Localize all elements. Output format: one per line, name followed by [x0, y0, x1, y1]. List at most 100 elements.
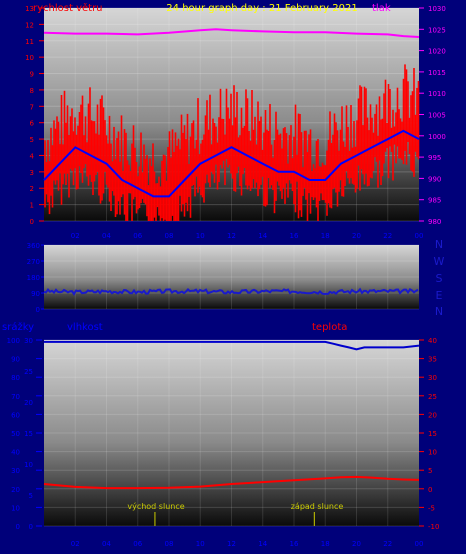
temperature-y-tick: 30 [428, 374, 437, 382]
direction-label-n1: N [435, 238, 443, 251]
wind-x-tick: 16 [290, 232, 299, 240]
wind-y-tick: 4 [30, 152, 35, 160]
humidity-x-tick: 16 [290, 540, 299, 548]
humidity-y-tick: 40 [11, 449, 20, 457]
wind-x-tick: 02 [71, 232, 80, 240]
wind-x-tick: 10 [196, 232, 205, 240]
rain-y-tick: 20 [24, 399, 33, 407]
temperature-y-tick: -5 [428, 504, 435, 512]
humidity-x-tick: 18 [321, 540, 330, 548]
wind-x-tick: 06 [133, 232, 142, 240]
rain-axis-title: srážky [2, 321, 34, 333]
temperature-axis-title: teplota [312, 322, 347, 333]
humidity-x-tick: 02 [71, 540, 80, 548]
temperature-y-tick: 40 [428, 337, 437, 345]
temperature-line [43, 475, 420, 490]
wind-x-tick: 12 [227, 232, 236, 240]
humidity-y-tick: 70 [11, 393, 20, 401]
pressure-line [43, 28, 420, 38]
temperature-y-tick: 10 [428, 449, 437, 457]
wind-y-tick: 11 [25, 38, 34, 46]
temperature-y-tick: -10 [428, 523, 439, 531]
wind-x-tick: 14 [258, 232, 267, 240]
wind-y-tick: 6 [30, 120, 35, 128]
sunrise-label: východ slunce [127, 502, 184, 511]
wind-y-tick: 7 [30, 103, 34, 111]
direction-label-n2: N [435, 305, 443, 318]
wind-y-tick: 12 [25, 21, 34, 29]
humidity-y-tick: 20 [11, 486, 20, 494]
humidity-x-tick: 04 [102, 540, 111, 548]
humidity-y-tick: 60 [11, 411, 20, 419]
pressure-y-tick: 985 [428, 197, 441, 205]
rain-y-tick: 0 [29, 523, 33, 531]
temperature-y-tick: 5 [428, 467, 432, 475]
wind-x-tick: 00 [415, 232, 424, 240]
temperature-y-tick: 25 [428, 393, 437, 401]
pressure-y-tick: 1030 [428, 5, 446, 13]
pressure-axis-title: tlak [372, 3, 391, 14]
humidity-x-tick: 22 [383, 540, 392, 548]
temperature-y-tick: 20 [428, 411, 437, 419]
wind-y-tick: 0 [30, 218, 34, 226]
humidity-y-tick: 80 [11, 374, 20, 382]
pressure-y-tick: 980 [428, 218, 441, 226]
humidity-line [44, 340, 420, 351]
wind-y-tick: 1 [30, 202, 34, 210]
pressure-y-tick: 1020 [428, 48, 446, 56]
temperature-y-tick: 15 [428, 430, 437, 438]
humidity-y-tick: 0 [16, 523, 20, 531]
wind-x-tick: 20 [352, 232, 361, 240]
humidity-x-tick: 00 [415, 540, 424, 548]
pressure-y-tick: 1005 [428, 112, 446, 120]
chart-title: 24 hour graph day : 21 February 2021 [166, 3, 357, 14]
direction-label-s: S [436, 272, 443, 285]
humidity-x-tick: 06 [133, 540, 142, 548]
wind-y-tick: 5 [30, 136, 34, 144]
direction-y-tick: 180 [27, 274, 40, 282]
direction-y-tick: 270 [27, 258, 40, 266]
wind-y-tick: 3 [30, 169, 34, 177]
humidity-x-tick: 12 [227, 540, 236, 548]
humidity-y-tick: 10 [11, 504, 20, 512]
humidity-y-tick: 100 [7, 337, 20, 345]
pressure-y-tick: 995 [428, 154, 441, 162]
wind-x-tick: 18 [321, 232, 330, 240]
pressure-y-tick: 990 [428, 175, 441, 183]
humidity-axis-title: vlhkost [67, 322, 103, 333]
wind-y-tick: 2 [30, 185, 34, 193]
direction-plot-area [44, 245, 419, 309]
pressure-y-tick: 1025 [428, 26, 446, 34]
humidity-x-tick: 08 [165, 540, 174, 548]
direction-line [43, 287, 419, 296]
wind-x-tick: 04 [102, 232, 111, 240]
humidity-x-tick: 20 [352, 540, 361, 548]
humidity-y-tick: 30 [11, 467, 20, 475]
rain-y-tick: 15 [24, 430, 33, 438]
wind-x-tick: 22 [383, 232, 392, 240]
humidity-temp-plot-area [44, 340, 419, 526]
direction-y-tick: 360 [27, 242, 40, 250]
axis-tick-labels: 0123456789101112139809859909951000100510… [7, 5, 446, 548]
pressure-y-tick: 1000 [428, 133, 446, 141]
rain-y-tick: 25 [24, 368, 33, 376]
rain-y-tick: 5 [29, 492, 33, 500]
wind-y-tick: 13 [25, 5, 34, 13]
temperature-y-tick: 35 [428, 356, 437, 364]
wind-average-line [43, 129, 420, 198]
humidity-y-tick: 90 [11, 356, 20, 364]
direction-label-e: E [436, 289, 443, 302]
wind-x-tick: 08 [165, 232, 174, 240]
humidity-x-tick: 10 [196, 540, 205, 548]
wind-y-tick: 8 [30, 87, 34, 95]
humidity-y-tick: 50 [11, 430, 20, 438]
sunset-label: západ slunce [291, 502, 344, 511]
direction-y-tick: 0 [36, 306, 40, 314]
pressure-y-tick: 1015 [428, 69, 446, 77]
direction-label-w: W [434, 255, 445, 268]
pressure-y-tick: 1010 [428, 90, 446, 98]
wind-axis-title: rychlost větru [33, 2, 103, 14]
humidity-x-tick: 14 [258, 540, 267, 548]
